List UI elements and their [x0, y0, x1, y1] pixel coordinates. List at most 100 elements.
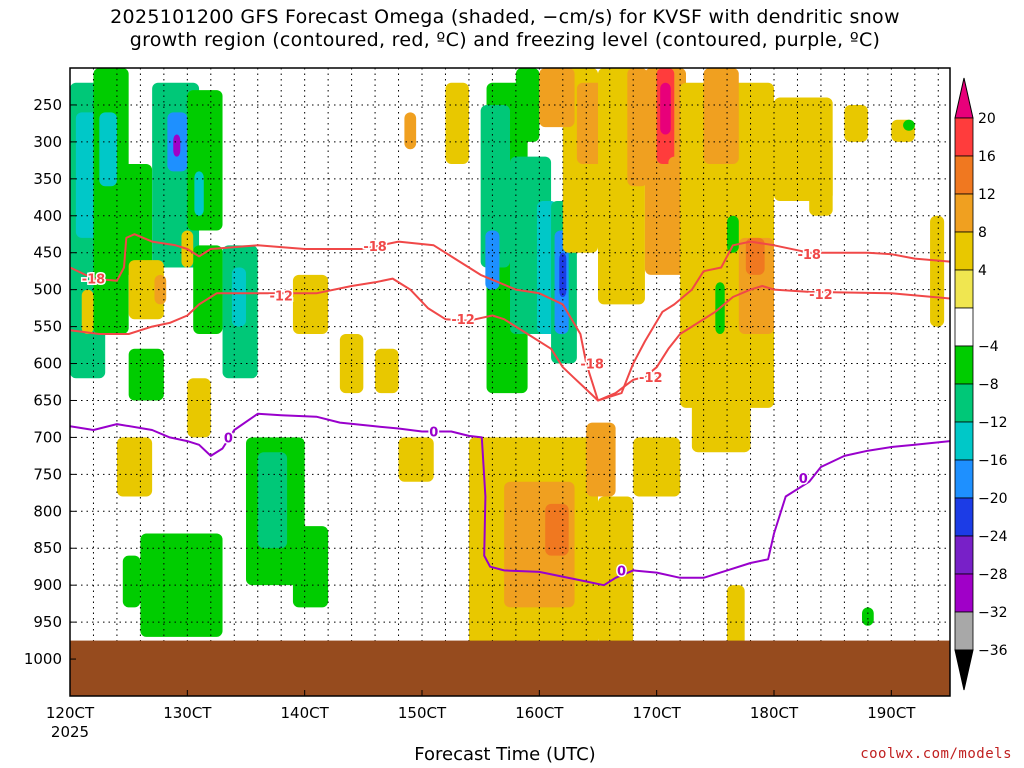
colorbar-bin-3: [954, 231, 974, 271]
y-tick-label-10: 750: [33, 465, 62, 483]
grid-layer: [70, 68, 950, 696]
colorbar-bottom-arrow: [954, 649, 974, 691]
omega-cell-29: [445, 82, 469, 165]
chart-title-line-1: 2025101200 GFS Forecast Omega (shaded, −…: [110, 6, 900, 28]
omega-cell-66: [598, 496, 634, 645]
colorbar: 20 16 12 8 4 −4 −8 −12 −16 −20 −24 −28 −32 −36: [954, 77, 1008, 691]
y-tick-label-0: 250: [33, 96, 62, 114]
colorbar-bin-13: [954, 611, 974, 651]
colorbar-label-1: 16: [978, 149, 996, 165]
colorbar-bin-8: [954, 421, 974, 461]
omega-cell-23: [292, 274, 329, 334]
dgz-contour-label-1-3: -12: [809, 288, 833, 303]
omega-cell-25: [375, 348, 399, 394]
colorbar-label-7: −12: [978, 415, 1008, 431]
colorbar-label-10: −24: [978, 529, 1008, 545]
colorbar-top-arrow: [954, 77, 974, 119]
omega-cell-20: [128, 260, 164, 320]
y-tick-label-2: 350: [33, 170, 62, 188]
colorbar-bin-12: [954, 573, 974, 613]
omega-cell-10: [194, 171, 204, 216]
freezing-contour-label-0-1: 0: [429, 426, 438, 441]
dgz-contour-label-0-1: -18: [363, 240, 387, 255]
omega-cell-38: [559, 252, 567, 298]
freezing-contour-label-0-2: 0: [617, 564, 626, 579]
x-tick-label-7: 190CT: [867, 704, 916, 722]
omega-cell-21: [154, 274, 167, 305]
omega-cell-41: [539, 68, 575, 128]
ground-surface: [70, 640, 950, 696]
colorbar-bin-7: [954, 383, 974, 423]
omega-cell-33: [485, 230, 500, 290]
x-tick-label-4: 160CT: [515, 704, 564, 722]
omega-cell-65: [586, 422, 616, 497]
x-tick-label-2: 140CT: [281, 704, 330, 722]
x-tick-label-5: 170CT: [633, 704, 682, 722]
freezing-contour-label-0-3: 0: [799, 472, 808, 487]
colorbar-label-11: −28: [978, 567, 1008, 583]
omega-cell-3: [99, 112, 117, 187]
omega-cell-52: [745, 237, 765, 275]
freezing-contour-label-0-0: 0: [224, 431, 233, 446]
x-tick-label-1: 130CT: [163, 704, 212, 722]
y-tick-label-14: 950: [33, 613, 62, 631]
y-tick-label-11: 800: [33, 502, 62, 520]
colorbar-label-3: 8: [978, 225, 987, 241]
y-tick-label-1: 300: [33, 133, 62, 151]
colorbar-bin-2: [954, 193, 974, 233]
omega-cell-27: [116, 437, 153, 497]
colorbar-label-8: −16: [978, 453, 1008, 469]
freezing-contour-line-0: [70, 412, 950, 587]
colorbar-label-5: −4: [978, 339, 999, 355]
omega-cell-60: [862, 607, 874, 626]
dgz-contour-label-1-0: -12: [269, 290, 293, 305]
omega-cell-13: [231, 267, 246, 327]
colorbar-bin-4: [954, 269, 974, 309]
omega-cell-50: [703, 68, 739, 165]
contour-layer: -18 -18 -18 -18 -12 -12 -12 -12 0 0 0 0: [70, 233, 950, 587]
omega-cell-5: [128, 348, 164, 401]
plot-frame: [69, 67, 951, 697]
x-tick-label-3: 150CT: [398, 704, 447, 722]
omega-shading-layer: [70, 68, 945, 652]
dgz-contour-label-0-3: -18: [797, 248, 821, 263]
colorbar-label-12: −32: [978, 605, 1008, 621]
y-tick-label-13: 900: [33, 576, 62, 594]
y-tick-label-3: 400: [33, 207, 62, 225]
omega-cell-18: [292, 526, 329, 608]
y-tick-label-7: 600: [33, 355, 62, 373]
omega-cell-53: [727, 215, 739, 253]
omega-cell-19: [81, 289, 94, 334]
dgz-contour-label-0-0: -18: [82, 273, 106, 288]
colorbar-label-2: 12: [978, 187, 996, 203]
colorbar-bin-0: [954, 117, 974, 157]
dgz-contour-line-0: [70, 233, 950, 402]
axes-layer: 250 300 350 400 450 500 550 600 650 700 750 800 850 9…: [24, 96, 916, 741]
colorbar-label-13: −36: [978, 643, 1008, 659]
omega-cell-8: [173, 134, 181, 157]
omega-cell-32: [480, 104, 510, 268]
colorbar-bin-6: [954, 345, 974, 385]
y-tick-label-4: 450: [33, 244, 62, 262]
omega-cell-67: [633, 437, 681, 497]
chart-title: 2025101200 GFS Forecast Omega (shaded, −…: [0, 6, 1010, 52]
y-tick-label-6: 550: [33, 318, 62, 336]
y-tick-label-15: 1000: [24, 650, 62, 668]
colorbar-label-0: 20: [978, 111, 996, 127]
omega-cell-64: [545, 503, 569, 556]
dgz-contour-line-1: [70, 277, 950, 402]
omega-cell-59: [930, 215, 945, 327]
colorbar-bin-5: [954, 307, 974, 347]
omega-cell-26: [398, 437, 434, 482]
dgz-contour-label-1-1: -12: [451, 313, 475, 328]
colorbar-bin-11: [954, 535, 974, 575]
omega-cell-17: [122, 555, 141, 608]
dgz-contour-label-0-2: -18: [580, 358, 604, 373]
x-tick-label-6: 180CT: [750, 704, 799, 722]
y-tick-label-9: 700: [33, 428, 62, 446]
y-tick-label-5: 500: [33, 281, 62, 299]
omega-cell-4: [116, 164, 153, 275]
dgz-contour-label-1-2: -12: [639, 371, 663, 386]
omega-cell-30: [404, 112, 417, 150]
